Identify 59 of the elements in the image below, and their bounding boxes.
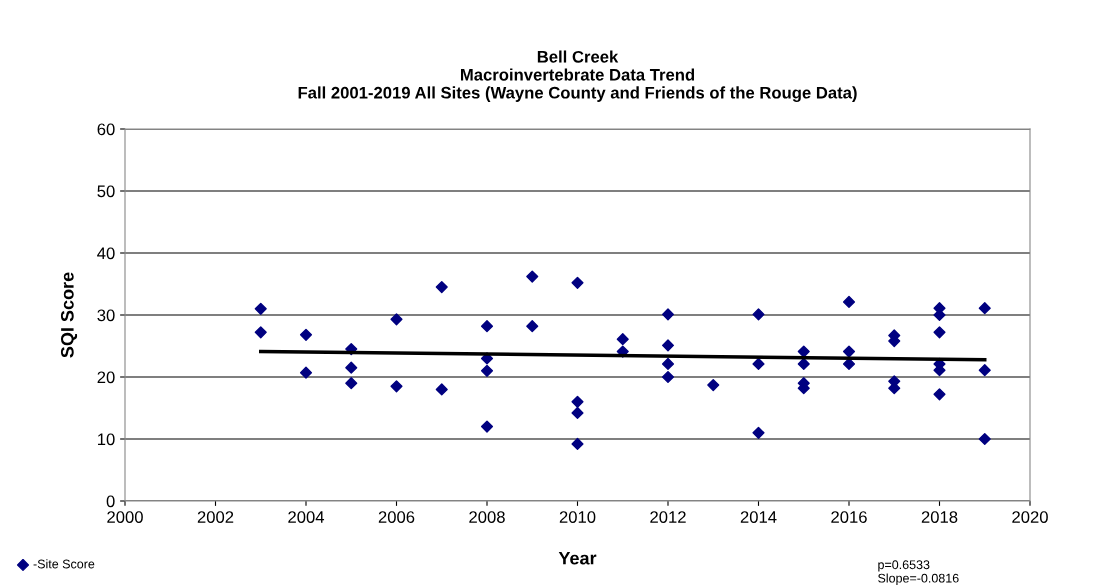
point — [616, 333, 629, 346]
point — [299, 366, 313, 379]
y-tick-label: 40 — [97, 247, 115, 260]
point — [842, 357, 856, 371]
point — [978, 302, 991, 315]
x-tick-label: 2020 — [1012, 511, 1048, 523]
point — [707, 378, 720, 392]
point — [571, 437, 584, 451]
legend-label: -Site Score — [33, 559, 95, 569]
point — [661, 357, 675, 371]
point — [842, 295, 856, 309]
point — [571, 395, 584, 408]
y-tick-label: 20 — [97, 371, 115, 384]
point — [390, 313, 403, 326]
chart-title: Bell Creek Macroinvertebrate Data Trend Fall 2001-2019 All Sites (Wayne County and Friends of the Rouge Data) — [298, 50, 857, 102]
point — [933, 388, 946, 401]
point — [480, 420, 494, 433]
point — [571, 406, 584, 420]
point — [661, 308, 675, 321]
point — [752, 308, 765, 321]
point — [254, 326, 267, 339]
point — [390, 380, 403, 393]
text: p=0.6533 Slope=-0.0816 — [878, 560, 959, 586]
x-tick-label: 2012 — [650, 511, 686, 523]
point — [435, 383, 448, 396]
point — [571, 276, 584, 289]
point — [254, 302, 267, 315]
point — [299, 328, 313, 341]
point — [752, 426, 765, 439]
point — [435, 281, 448, 294]
point — [752, 357, 765, 371]
point — [661, 339, 675, 352]
x-tick-label: 2000 — [107, 511, 143, 523]
y-tick-label: 60 — [97, 123, 115, 136]
point — [978, 432, 991, 446]
y-tick-label: 0 — [106, 495, 115, 508]
point — [526, 270, 539, 283]
y-tick-label: 10 — [98, 433, 115, 446]
point — [526, 320, 539, 333]
x-tick-label: 2006 — [378, 511, 415, 523]
y-axis-title: SQI Score — [60, 272, 78, 358]
x-tick-label: 2018 — [921, 511, 958, 523]
x-tick-label: 2010 — [559, 511, 596, 523]
y-tick-label: 30 — [97, 309, 115, 322]
point — [345, 361, 358, 374]
x-tick-label: 2008 — [469, 511, 505, 523]
point — [480, 364, 494, 377]
point — [797, 357, 810, 371]
point — [480, 320, 494, 333]
x-tick-label: 2004 — [288, 511, 325, 523]
x-tick-label: 2002 — [197, 511, 234, 523]
y-tick-label: 50 — [97, 185, 115, 198]
x-tick-label: 2014 — [740, 511, 777, 523]
point — [978, 364, 991, 377]
x-axis-title: Year — [558, 551, 597, 565]
x-tick-label: 2016 — [831, 511, 867, 523]
point — [345, 377, 358, 390]
point — [933, 326, 946, 339]
point — [661, 370, 675, 384]
